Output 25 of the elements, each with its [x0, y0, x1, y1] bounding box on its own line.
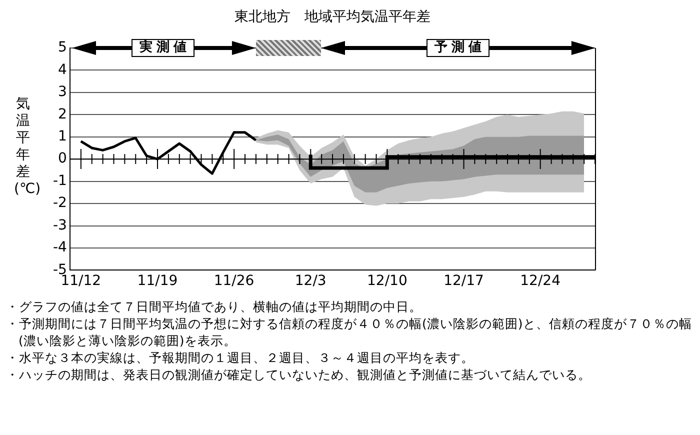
x-tick-label: 12/24 [520, 273, 561, 290]
y-tick-label: 0 [58, 150, 67, 167]
y-tick-label: -4 [52, 240, 68, 256]
text: ・ハッチの期間は、発表日の観測値が確定していないため、観測値と予測値に基づいて結んでいる。 [6, 366, 592, 383]
y-tick-label: 5 [58, 40, 67, 56]
x-tick-label: 11/19 [137, 273, 178, 290]
x-tick-label: 12/10 [366, 273, 408, 290]
y-tick-label: 4 [58, 62, 68, 78]
text: ・水平な３本の実線は、予報期間の１週目、２週目、３～４週目の平均を表す。 [6, 349, 475, 366]
y-tick-label: 2 [58, 106, 67, 122]
y-tick-label: 3 [58, 84, 67, 100]
y-tick-label: -2 [52, 195, 67, 212]
x-tick-label: 12/3 [294, 273, 326, 290]
annotation: 予測値 [426, 39, 490, 57]
y-tick-label: -3 [52, 217, 67, 234]
y-tick-label: -1 [52, 172, 67, 189]
text: ・予測期間には７日間平均気温の予想に対する信頼の程度が４０％の幅(濃い陰影の範囲)と、信頼の程度が７０％の幅(濃い陰影と薄い陰影の範囲)を表示。 [6, 315, 693, 349]
annotation: 実測値 [131, 39, 194, 57]
text: ・グラフの値は全て７日間平均値であり、横軸の値は平均期間の中日。 [6, 298, 423, 315]
x-tick-label: 12/17 [444, 273, 484, 290]
x-tick-label: 11/12 [60, 273, 102, 290]
y-tick-label: 1 [58, 128, 67, 145]
chart-title: 東北地方 地域平均気温平年差 [234, 8, 430, 26]
y-axis-title: 気温平年差(℃) [14, 96, 41, 198]
x-tick-label: 11/26 [214, 273, 254, 290]
